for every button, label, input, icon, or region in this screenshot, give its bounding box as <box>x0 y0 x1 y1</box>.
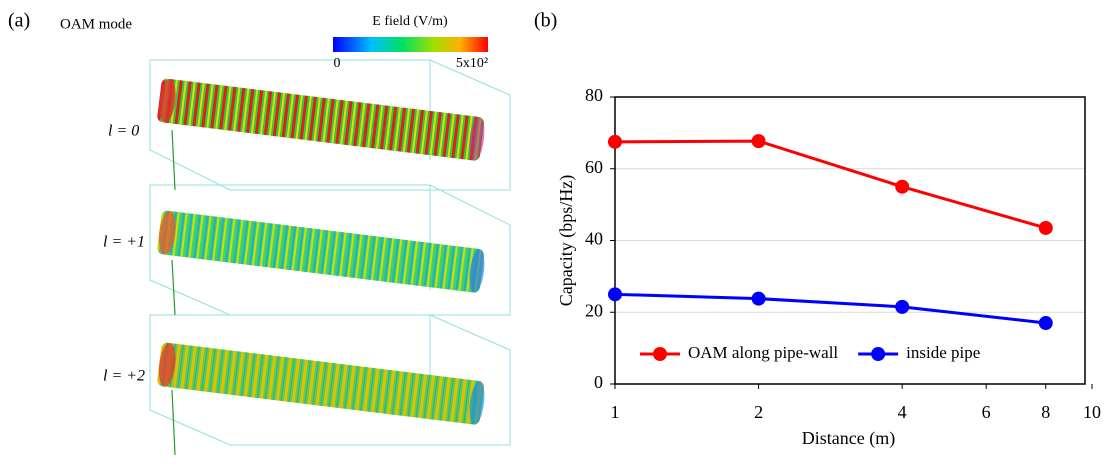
colorbar-max: 5x10² <box>456 56 488 71</box>
x-tick-label: 2 <box>754 402 763 422</box>
x-tick-label: 8 <box>1041 402 1050 422</box>
colorbar-title: E field (V/m) <box>372 14 448 29</box>
figure: (a) OAM mode E field (V/m) 0 5x10² l = 0… <box>0 0 1107 463</box>
y-tick-label: 20 <box>585 300 603 320</box>
legend-marker <box>653 347 667 361</box>
x-tick-label: 10 <box>1083 402 1101 422</box>
legend-label: inside pipe <box>906 343 980 362</box>
legend-marker <box>871 347 885 361</box>
data-point <box>752 134 766 148</box>
x-tick-label: 4 <box>898 402 907 422</box>
series-line <box>615 141 1046 228</box>
data-point <box>1039 221 1053 235</box>
data-point <box>895 180 909 194</box>
mode-title: OAM mode <box>60 16 132 32</box>
legend-label: OAM along pipe-wall <box>688 343 838 362</box>
data-point <box>608 135 622 149</box>
y-tick-label: 40 <box>585 229 603 249</box>
x-tick-label: 6 <box>982 402 991 422</box>
y-tick-label: 60 <box>585 157 603 177</box>
data-point <box>895 300 909 314</box>
row-label: l = +2 <box>103 368 145 385</box>
row-label: l = +1 <box>103 234 145 251</box>
y-tick-label: 80 <box>585 85 603 105</box>
panel-label: (a) <box>8 10 30 32</box>
colorbar <box>333 37 488 52</box>
x-axis-label: Distance (m) <box>802 428 895 449</box>
data-point <box>1039 316 1053 330</box>
panel-a-graphics <box>150 37 510 455</box>
data-point <box>752 292 766 306</box>
panel-label: (b) <box>534 10 557 32</box>
data-point <box>608 287 622 301</box>
pipes <box>157 78 487 426</box>
colorbar-min: 0 <box>334 56 341 71</box>
axes-lines <box>172 130 175 455</box>
series-line <box>615 294 1046 323</box>
y-tick-label: 0 <box>594 372 603 392</box>
x-tick-label: 1 <box>611 402 620 422</box>
y-axis-label: Capacity (bps/Hz) <box>556 175 577 306</box>
row-label: l = 0 <box>108 123 139 140</box>
